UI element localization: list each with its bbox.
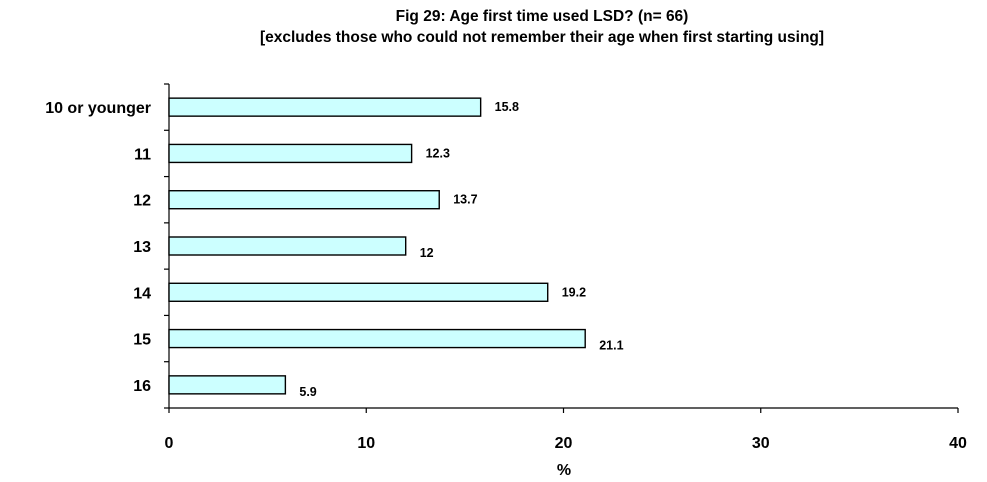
bar: [168, 97, 482, 117]
bar: [168, 236, 407, 256]
data-label: 13.7: [453, 193, 477, 207]
data-label: 12.3: [426, 146, 450, 160]
x-tick-label: 30: [752, 435, 770, 452]
x-tick-label: 10: [357, 435, 375, 452]
category-label: 14: [133, 285, 151, 302]
x-tick-label: 0: [165, 435, 174, 452]
data-label: 15.8: [495, 100, 519, 114]
category-label: 16: [133, 378, 151, 395]
chart-title: Fig 29: Age first time used LSD? (n= 66): [395, 8, 689, 25]
category-label: 15: [133, 332, 151, 349]
data-label: 5.9: [299, 385, 316, 399]
data-label: 12: [420, 246, 434, 260]
x-axis-label: %: [557, 462, 571, 479]
bar: [168, 143, 413, 164]
data-label: 19.2: [562, 285, 586, 299]
bar: [168, 328, 586, 349]
bar: [168, 190, 440, 210]
category-label: 13: [133, 239, 151, 256]
chart-subtitle: [excludes those who could not remember t…: [259, 29, 825, 46]
x-tick-label: 20: [555, 435, 573, 452]
category-label: 10 or younger: [45, 100, 151, 117]
data-label: 21.1: [599, 339, 623, 353]
bar: [168, 282, 549, 302]
category-label: 12: [133, 193, 151, 210]
x-tick-label: 40: [949, 435, 967, 452]
category-label: 11: [134, 146, 151, 163]
bar: [168, 375, 287, 395]
